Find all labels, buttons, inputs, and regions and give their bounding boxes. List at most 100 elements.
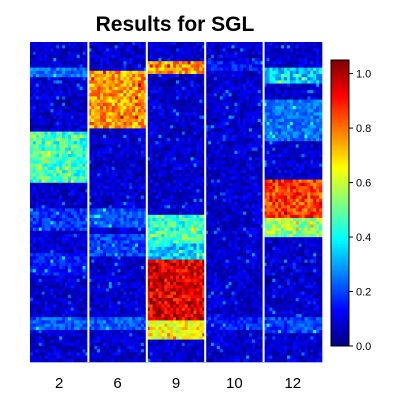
heatmap-cell [70, 83, 75, 88]
heatmap-cell [190, 45, 194, 49]
heatmap-cell [138, 134, 142, 139]
heatmap-cell [82, 301, 86, 305]
heatmap-cell [167, 45, 171, 49]
heatmap-cell [67, 61, 72, 65]
heatmap-cell [94, 339, 98, 344]
heatmap-cell [111, 112, 115, 116]
heatmap-cell [53, 67, 57, 72]
heatmap-cell [44, 221, 48, 225]
heatmap-cell [140, 298, 145, 302]
heatmap-cell [193, 42, 197, 46]
heatmap-cell [199, 134, 203, 139]
heatmap-cell [59, 70, 63, 75]
heatmap-cell [97, 189, 101, 193]
heatmap-cell [88, 80, 92, 84]
heatmap-cell [41, 54, 45, 59]
heatmap-cell [32, 160, 37, 164]
heatmap-cell [94, 45, 98, 49]
heatmap-cell [103, 189, 107, 193]
heatmap-cell [135, 122, 139, 126]
heatmap-cell [76, 282, 80, 286]
heatmap-cell [44, 138, 48, 142]
heatmap-cell [44, 67, 48, 72]
heatmap-cell [100, 272, 104, 276]
heatmap-cell [181, 163, 186, 168]
heatmap-cell [196, 64, 200, 68]
heatmap-cell [82, 230, 86, 235]
heatmap-cell [123, 330, 127, 334]
heatmap-cell [117, 147, 121, 152]
heatmap-cell [67, 320, 72, 324]
heatmap-cell [30, 320, 34, 324]
heatmap-cell [79, 208, 83, 212]
heatmap-cell [88, 186, 92, 190]
heatmap-cell [70, 195, 75, 200]
heatmap-cell [30, 48, 34, 52]
heatmap-cell [97, 253, 101, 257]
heatmap-cell [41, 234, 45, 238]
heatmap-cell [97, 234, 101, 238]
heatmap-cell [47, 109, 51, 113]
heatmap-cell [146, 112, 151, 116]
heatmap-cell [132, 278, 136, 283]
heatmap-cell [44, 186, 48, 190]
heatmap-cell [67, 192, 72, 196]
heatmap-cell [50, 160, 54, 164]
heatmap-cell [132, 272, 136, 276]
heatmap-cell [123, 144, 127, 148]
heatmap-cell [135, 115, 139, 120]
heatmap-cell [129, 150, 133, 155]
heatmap-cell [53, 147, 57, 152]
heatmap-cell [105, 314, 110, 318]
heatmap-cell [111, 186, 115, 190]
heatmap-cell [138, 118, 142, 123]
heatmap-cell [32, 61, 37, 65]
heatmap-cell [70, 221, 75, 225]
heatmap-cell [108, 182, 113, 187]
heatmap-cell [35, 99, 40, 104]
heatmap-cell [35, 355, 40, 360]
heatmap-cell [193, 173, 197, 177]
heatmap-cell [100, 336, 104, 340]
heatmap-cell [32, 125, 37, 129]
heatmap-cell [35, 310, 40, 315]
heatmap-cell [123, 352, 127, 356]
heatmap-cell [88, 234, 92, 238]
heatmap-cell [62, 106, 66, 110]
heatmap-cell [103, 134, 107, 139]
heatmap-cell [35, 262, 40, 267]
heatmap-cell [135, 99, 139, 104]
heatmap-cell [184, 160, 188, 164]
heatmap-cell [47, 102, 51, 107]
heatmap-cell [38, 182, 42, 187]
heatmap-cell [41, 294, 45, 299]
heatmap-cell [111, 285, 115, 289]
heatmap-cell [190, 134, 194, 139]
heatmap-cell [100, 189, 104, 193]
heatmap-cell [202, 157, 206, 161]
heatmap-cell [59, 128, 63, 132]
heatmap-cell [149, 147, 153, 152]
heatmap-cell [176, 106, 180, 110]
heatmap-cell [105, 109, 110, 113]
heatmap-cell [32, 109, 37, 113]
heatmap-cell [146, 70, 151, 75]
heatmap-cell [202, 109, 206, 113]
heatmap-cell [193, 189, 197, 193]
heatmap-cell [70, 342, 75, 347]
heatmap-cell [88, 275, 92, 280]
heatmap-cell [161, 154, 165, 158]
heatmap-cell [111, 138, 115, 142]
heatmap-cell [135, 250, 139, 254]
heatmap-cell [187, 192, 191, 196]
heatmap-cell [82, 355, 86, 360]
heatmap-cell [50, 304, 54, 308]
heatmap-cell [202, 182, 206, 187]
heatmap-cell [59, 317, 63, 321]
heatmap-cell [62, 266, 66, 270]
heatmap-cell [97, 259, 101, 264]
heatmap-cell [143, 230, 148, 235]
heatmap-cell [88, 144, 92, 148]
heatmap-cell [132, 131, 136, 136]
heatmap-cell [100, 243, 104, 248]
